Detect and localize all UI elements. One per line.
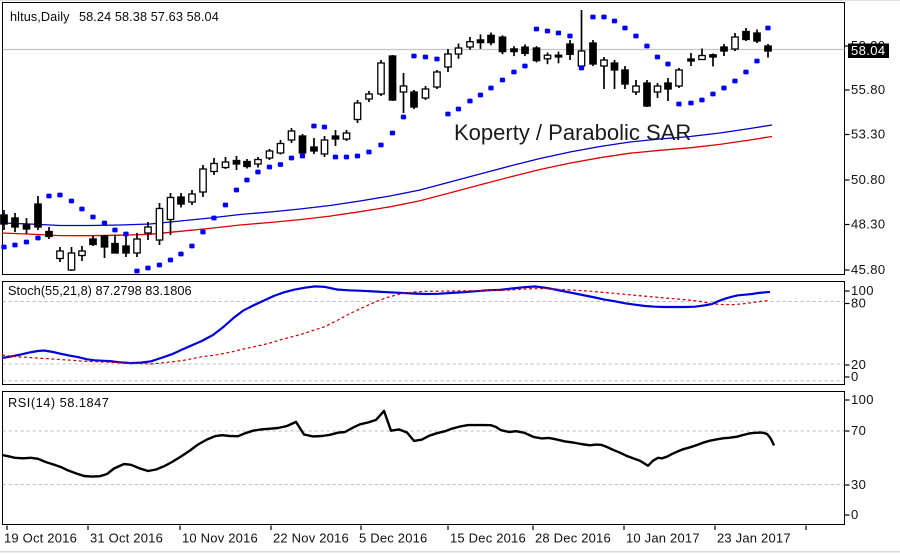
svg-text:20: 20 — [851, 357, 866, 372]
svg-text:100: 100 — [851, 283, 874, 298]
svg-text:45.80: 45.80 — [851, 262, 886, 277]
svg-text:0: 0 — [851, 507, 859, 522]
svg-text:15 Dec 2016: 15 Dec 2016 — [450, 531, 526, 546]
svg-text:10 Nov 2016: 10 Nov 2016 — [182, 531, 258, 546]
svg-text:31 Oct 2016: 31 Oct 2016 — [90, 531, 163, 546]
svg-text:23 Jan 2017: 23 Jan 2017 — [717, 531, 791, 546]
svg-text:50.80: 50.80 — [851, 172, 886, 187]
svg-text:22 Nov 2016: 22 Nov 2016 — [273, 531, 349, 546]
svg-text:48.30: 48.30 — [851, 217, 886, 232]
svg-text:30: 30 — [851, 477, 866, 492]
svg-text:Stoch(55,21,8) 87.2798 83.1806: Stoch(55,21,8) 87.2798 83.1806 — [8, 283, 192, 298]
svg-text:0: 0 — [851, 369, 859, 384]
svg-text:RSI(14) 58.1847: RSI(14) 58.1847 — [8, 395, 109, 410]
svg-text:70: 70 — [851, 423, 866, 438]
svg-text:80: 80 — [851, 296, 866, 311]
svg-text:Koperty / Parabolic SAR: Koperty / Parabolic SAR — [454, 120, 691, 145]
svg-text:58.04: 58.04 — [851, 43, 886, 58]
svg-text:53.30: 53.30 — [851, 127, 886, 142]
svg-text:10 Jan 2017: 10 Jan 2017 — [626, 531, 700, 546]
svg-text:28 Dec 2016: 28 Dec 2016 — [535, 531, 611, 546]
svg-text:5 Dec 2016: 5 Dec 2016 — [359, 531, 428, 546]
svg-text:100: 100 — [851, 392, 874, 407]
svg-text:55.80: 55.80 — [851, 82, 886, 97]
svg-text:19 Oct 2016: 19 Oct 2016 — [4, 531, 77, 546]
